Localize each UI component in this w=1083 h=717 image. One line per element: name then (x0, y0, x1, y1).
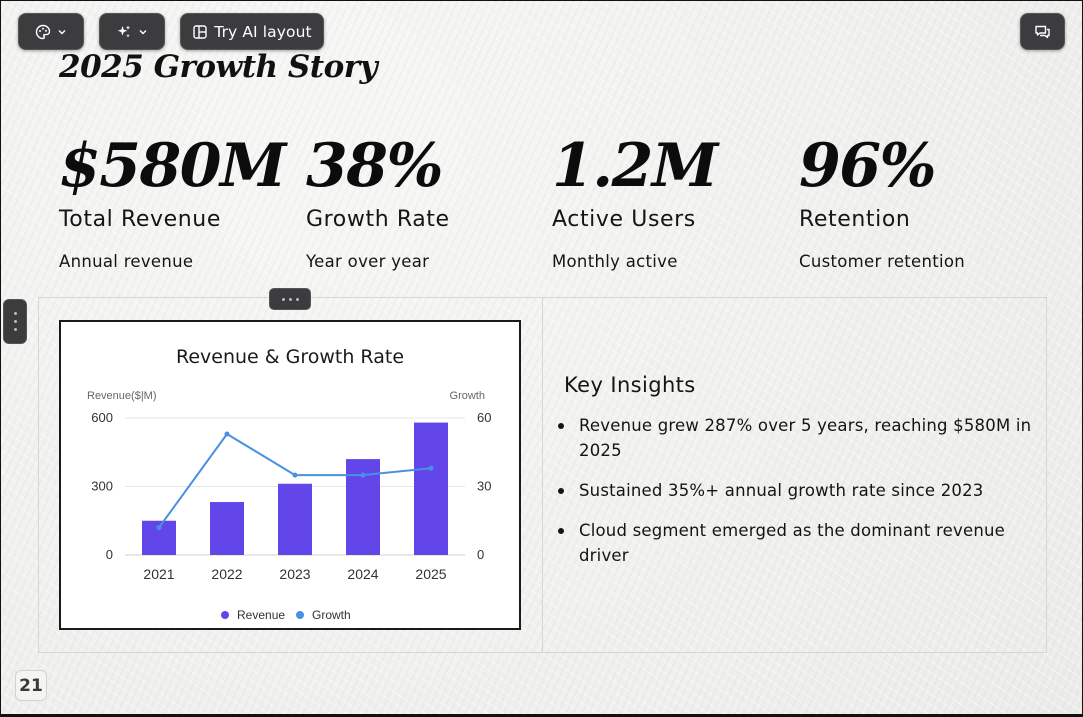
chevron-down-icon (57, 27, 67, 37)
block-drag-handle[interactable] (3, 299, 27, 344)
page-number-badge[interactable]: 21 (15, 670, 47, 701)
stat-value: 38% (306, 131, 444, 201)
ai-menu-button[interactable] (99, 13, 165, 50)
try-ai-layout-label: Try AI layout (214, 22, 312, 41)
row-drag-handle[interactable] (269, 288, 311, 310)
stat-total-revenue[interactable]: $580M Total Revenue Annual revenue (59, 129, 299, 271)
revenue-bar[interactable] (414, 422, 448, 555)
growth-point[interactable] (428, 465, 434, 471)
comments-icon (1034, 24, 1051, 40)
sparkles-icon (116, 24, 132, 40)
slide-title[interactable]: 2025 Growth Story (59, 49, 378, 85)
stat-sublabel: Year over year (306, 252, 430, 271)
y2-tick-label: 30 (477, 479, 491, 494)
stat-sublabel: Annual revenue (59, 252, 194, 271)
legend-label[interactable]: Growth (312, 608, 351, 622)
try-ai-layout-button[interactable]: Try AI layout (180, 13, 324, 50)
stat-label: Retention (799, 207, 911, 232)
insights-list: Revenue grew 287% over 5 years, reaching… (558, 413, 1034, 568)
palette-icon (35, 24, 51, 40)
stat-sublabel: Customer retention (799, 252, 966, 271)
right-column-panel[interactable] (542, 297, 1047, 653)
y2-tick-label: 60 (477, 410, 491, 425)
growth-point[interactable] (156, 525, 162, 531)
growth-point[interactable] (360, 472, 366, 478)
stat-value: $580M (59, 131, 286, 201)
growth-point[interactable] (292, 472, 298, 478)
stat-active-users[interactable]: 1.2M Active Users Monthly active (552, 129, 792, 271)
revenue-growth-chart[interactable]: Revenue & Growth Rate Revenue($|M) Growt… (59, 320, 521, 630)
stat-label: Active Users (552, 207, 696, 232)
y-axis-label: Revenue($|M) (87, 390, 157, 402)
y2-tick-label: 0 (477, 547, 484, 562)
insights-heading: Key Insights (564, 373, 696, 397)
chevron-down-icon (138, 27, 148, 37)
stat-label: Total Revenue (59, 207, 221, 232)
revenue-bar[interactable] (210, 502, 244, 555)
insight-item: Revenue grew 287% over 5 years, reaching… (558, 413, 1034, 463)
stat-label: Growth Rate (306, 207, 450, 232)
chart-svg: Revenue & Growth Rate Revenue($|M) Growt… (87, 346, 491, 622)
x-tick-label: 2022 (211, 566, 242, 582)
insight-item: Cloud segment emerged as the dominant re… (558, 518, 1034, 568)
y-tick-label: 300 (91, 479, 113, 494)
stat-value: 96% (799, 131, 937, 201)
y-tick-label: 600 (91, 410, 113, 425)
x-tick-label: 2021 (143, 566, 174, 582)
y2-axis-label: Growth (450, 390, 485, 402)
stat-value: 1.2M (552, 131, 718, 201)
chart-title: Revenue & Growth Rate (176, 346, 404, 368)
y-tick-label: 0 (106, 547, 113, 562)
stat-retention[interactable]: 96% Retention Customer retention (799, 129, 1039, 271)
stat-growth-rate[interactable]: 38% Growth Rate Year over year (306, 129, 546, 271)
comments-button[interactable] (1020, 13, 1065, 50)
insight-item: Sustained 35%+ annual growth rate since … (558, 478, 1034, 503)
legend-swatch (296, 611, 304, 619)
theme-button[interactable] (18, 13, 84, 50)
legend-swatch (221, 611, 229, 619)
x-tick-label: 2024 (347, 566, 378, 582)
layout-icon (192, 24, 208, 40)
stat-sublabel: Monthly active (552, 252, 678, 271)
revenue-bar[interactable] (278, 483, 312, 555)
growth-point[interactable] (224, 431, 230, 437)
x-tick-label: 2023 (279, 566, 310, 582)
legend-label[interactable]: Revenue (237, 608, 285, 622)
key-insights[interactable]: Key Insights Revenue grew 287% over 5 ye… (558, 373, 1034, 583)
x-tick-label: 2025 (415, 566, 446, 582)
